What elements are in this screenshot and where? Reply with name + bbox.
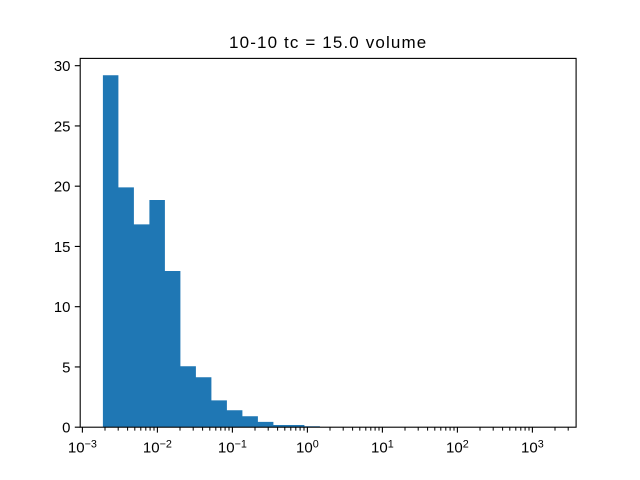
svg-text:20: 20 <box>54 180 71 196</box>
svg-text:5: 5 <box>62 360 70 376</box>
svg-text:0: 0 <box>62 421 70 437</box>
svg-text:30: 30 <box>54 59 71 75</box>
svg-text:15: 15 <box>54 240 71 256</box>
svg-text:25: 25 <box>54 119 71 135</box>
svg-text:10-10 tc = 15.0 volume: 10-10 tc = 15.0 volume <box>229 33 427 52</box>
svg-text:10: 10 <box>54 300 71 316</box>
